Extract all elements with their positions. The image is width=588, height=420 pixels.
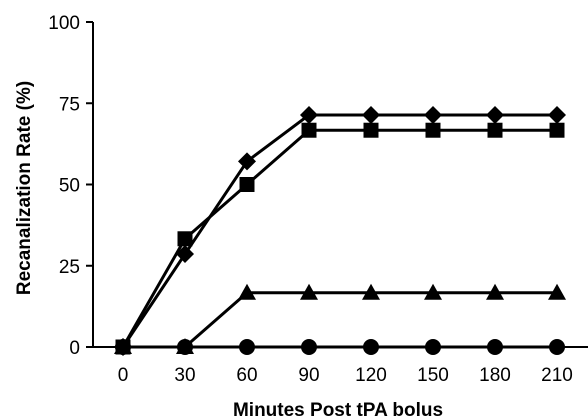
diamond-point — [486, 105, 504, 124]
diamond-point — [424, 105, 442, 124]
circle-point — [363, 339, 379, 355]
circle-point — [301, 339, 317, 355]
x-axis-title: Minutes Post tPA bolus — [233, 400, 443, 420]
triangle-point — [424, 283, 442, 300]
triangle-point — [362, 283, 380, 300]
chart-axes — [92, 22, 588, 348]
circle-point — [487, 339, 503, 355]
y-axis-title: Recanalization Rate (%) — [14, 81, 35, 295]
y-tick-label: 0 — [69, 338, 80, 359]
series-line — [121, 128, 557, 348]
y-axis-ticks: 0 25 50 75 100 — [48, 13, 93, 359]
y-tick-label: 25 — [59, 257, 80, 278]
series-layer — [114, 105, 566, 356]
square-point — [301, 122, 317, 138]
square-point — [487, 122, 503, 138]
x-axis-ticks: 0 30 60 90 120 150 180 210 — [118, 347, 573, 386]
y-tick-label: 50 — [59, 176, 80, 197]
x-tick-label: 60 — [236, 365, 257, 386]
triangle-point — [548, 283, 566, 300]
x-tick-label: 180 — [479, 365, 511, 386]
triangle-point — [300, 283, 318, 300]
series-diamond — [114, 105, 566, 356]
series-circle — [115, 339, 565, 355]
series-square — [115, 122, 565, 355]
series-line — [121, 113, 557, 348]
triangle-point — [486, 283, 504, 300]
diamond-point — [548, 105, 566, 124]
diamond-point — [238, 152, 256, 171]
circle-point — [239, 339, 255, 355]
square-point — [549, 122, 565, 138]
square-point — [177, 231, 193, 247]
square-point — [363, 122, 379, 138]
triangle-point — [238, 283, 256, 300]
x-tick-label: 0 — [118, 365, 129, 386]
x-tick-label: 90 — [298, 365, 319, 386]
circle-point — [115, 339, 131, 355]
circle-point — [549, 339, 565, 355]
diamond-point — [362, 105, 380, 124]
y-tick-label: 75 — [59, 94, 80, 115]
x-tick-label: 30 — [174, 365, 195, 386]
circle-point — [425, 339, 441, 355]
circle-point — [177, 339, 193, 355]
x-tick-label: 120 — [355, 365, 387, 386]
square-point — [239, 177, 255, 192]
x-tick-label: 210 — [541, 365, 573, 386]
square-point — [425, 122, 441, 138]
y-tick-label: 100 — [48, 13, 80, 34]
diamond-point — [300, 105, 318, 124]
x-tick-label: 150 — [417, 365, 449, 386]
series-line — [123, 291, 557, 349]
